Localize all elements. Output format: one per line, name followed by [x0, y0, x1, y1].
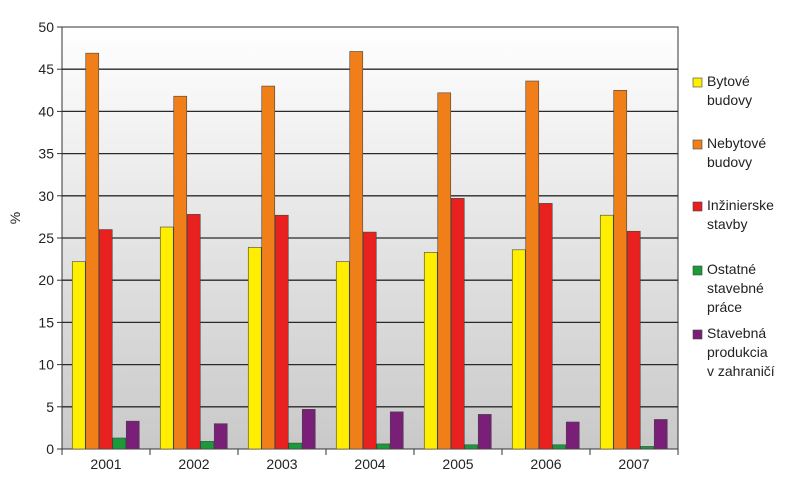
- legend: Bytové budovy Nebytové budovy Inžinierske sta…: [692, 73, 775, 379]
- bar: [376, 443, 391, 450]
- x-tick-label: 2003: [266, 456, 297, 472]
- y-tick-label: 5: [46, 399, 54, 415]
- bar: [288, 442, 303, 450]
- legend-label: v zahraničí: [707, 363, 775, 379]
- bar: [301, 409, 316, 450]
- legend-label: produkcia: [707, 344, 768, 360]
- bar: [125, 420, 140, 450]
- y-tick-label: 15: [38, 314, 54, 330]
- bars: [71, 51, 668, 450]
- legend-label: stavebné: [707, 280, 764, 296]
- legend-swatch: [692, 139, 703, 150]
- legend-label: Ostatné: [707, 261, 756, 277]
- bar: [335, 261, 350, 450]
- bar: [423, 252, 438, 450]
- bar: [538, 203, 553, 450]
- legend-label: Nebytové: [707, 135, 766, 151]
- bar: [437, 92, 452, 450]
- bar: [511, 249, 526, 450]
- bar: [389, 411, 404, 450]
- y-tick-label: 40: [38, 103, 54, 119]
- bar: [213, 423, 228, 450]
- x-tick-label: 2001: [90, 456, 121, 472]
- x-tick-label: 2002: [178, 456, 209, 472]
- axes: [57, 26, 679, 455]
- x-tick-label: 2005: [442, 456, 473, 472]
- legend-swatch: [692, 201, 703, 212]
- legend-label: Stavebná: [707, 325, 766, 341]
- y-tick-label: 25: [38, 230, 54, 246]
- bar: [186, 214, 201, 450]
- bar: [159, 226, 174, 450]
- bar: [565, 421, 580, 450]
- legend-label: budovy: [707, 92, 752, 108]
- tick-labels: 0 5 10 15 20 25 30 35 40 45 50 2001 2002 2003 2004 2005…: [38, 19, 649, 472]
- y-tick-label: 35: [38, 146, 54, 162]
- bar: [477, 414, 492, 450]
- bar: [247, 246, 262, 450]
- bar: [112, 437, 127, 450]
- legend-swatch: [692, 265, 703, 276]
- bar: [173, 95, 188, 450]
- legend-swatch: [692, 77, 703, 88]
- y-tick-label: 20: [38, 272, 54, 288]
- bar: [525, 80, 540, 450]
- y-tick-label: 30: [38, 188, 54, 204]
- bar: [349, 51, 364, 450]
- bar: [464, 444, 479, 450]
- bar: [640, 446, 655, 450]
- bar: [200, 441, 215, 450]
- bar: [653, 419, 668, 450]
- y-tick-label: 0: [46, 441, 54, 457]
- legend-label: budovy: [707, 154, 752, 170]
- bar: [274, 214, 289, 450]
- bar: [98, 229, 113, 450]
- x-tick-label: 2007: [618, 456, 649, 472]
- y-axis-label: %: [7, 212, 23, 224]
- legend-swatch: [692, 329, 703, 340]
- bar: [599, 214, 614, 450]
- bar: [613, 90, 628, 450]
- legend-label: stavby: [707, 216, 747, 232]
- legend-label: Inžinierske: [707, 197, 774, 213]
- bar: [552, 444, 567, 450]
- bar: [85, 52, 100, 450]
- y-tick-label: 45: [38, 61, 54, 77]
- y-tick-label: 50: [38, 19, 54, 35]
- x-tick-label: 2004: [354, 456, 385, 472]
- bar: [626, 230, 641, 450]
- bar: [261, 85, 276, 450]
- y-tick-label: 10: [38, 357, 54, 373]
- legend-label: Bytové: [707, 73, 750, 89]
- x-tick-label: 2006: [530, 456, 561, 472]
- legend-label: práce: [707, 299, 742, 315]
- bar: [362, 231, 377, 450]
- bar: [71, 261, 86, 450]
- bar: [450, 198, 465, 450]
